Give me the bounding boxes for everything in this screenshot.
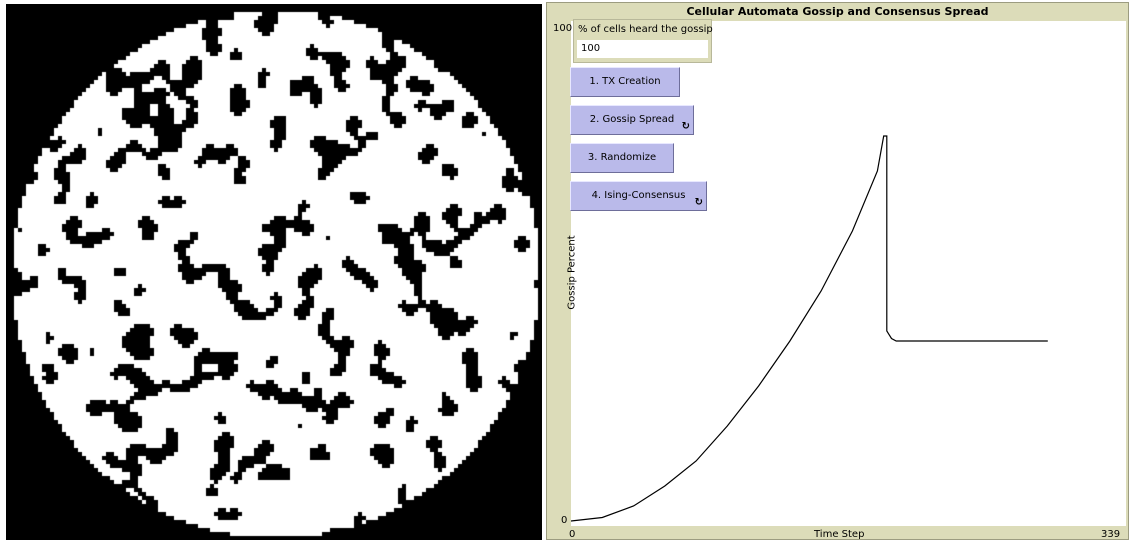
randomize-button[interactable]: 3. Randomize — [570, 143, 674, 173]
gossip-monitor: % of cells heard the gossip 100 — [573, 19, 713, 63]
gossip-spread-label: 2. Gossip Spread — [589, 114, 675, 125]
y-max-label: 100 — [553, 23, 573, 34]
x-max-label: 339 — [1101, 529, 1121, 540]
monitor-value: 100 — [577, 40, 708, 58]
loop-arrows-icon: ↻ — [681, 121, 690, 132]
y-axis-label: Gossip Percent — [566, 235, 578, 310]
x-min-label: 0 — [569, 529, 576, 540]
loop-arrows-icon: ↻ — [694, 197, 703, 208]
y-min-label: 0 — [561, 515, 568, 526]
tx-creation-button[interactable]: 1. TX Creation — [570, 67, 680, 97]
plot-panel: Cellular Automata Gossip and Consensus S… — [546, 2, 1129, 540]
ising-consensus-button[interactable]: 4. Ising-Consensus ↻ — [570, 181, 707, 211]
cell-grid — [6, 4, 542, 540]
tx-creation-label: 1. TX Creation — [589, 76, 661, 87]
randomize-label: 3. Randomize — [587, 152, 657, 163]
series-line-0 — [571, 135, 1048, 522]
world-view[interactable] — [6, 4, 542, 540]
gossip-spread-button[interactable]: 2. Gossip Spread ↻ — [570, 105, 694, 135]
plot-title: Cellular Automata Gossip and Consensus S… — [686, 5, 989, 18]
gossip-percent-chart — [571, 135, 1048, 522]
monitor-label: % of cells heard the gossip — [578, 24, 713, 35]
ising-consensus-label: 4. Ising-Consensus — [591, 190, 686, 201]
x-axis-label: Time Step — [814, 529, 865, 540]
